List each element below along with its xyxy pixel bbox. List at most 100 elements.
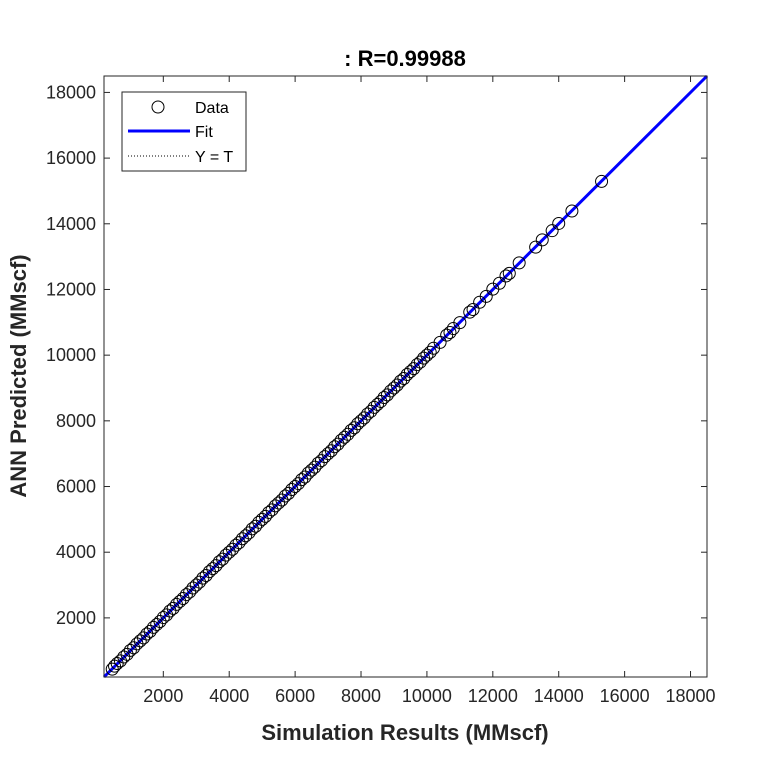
data-point [420, 348, 434, 362]
data-point [113, 654, 127, 668]
data-point [466, 303, 480, 317]
data-point [196, 571, 210, 585]
data-point [212, 555, 226, 569]
data-point [413, 355, 427, 369]
data-point [229, 538, 243, 552]
data-point [176, 592, 190, 606]
data-point [324, 444, 338, 458]
data-point [163, 604, 177, 618]
data-point [453, 316, 467, 330]
data-point [110, 657, 124, 671]
data-point [258, 509, 272, 523]
data-point [239, 529, 253, 543]
data-point [565, 204, 579, 218]
data-point [166, 601, 180, 615]
data-point [226, 542, 240, 556]
data-point [262, 505, 276, 519]
data-point [291, 477, 305, 491]
y-tick-label: 14000 [46, 214, 96, 234]
data-point [282, 486, 296, 500]
data-point [232, 536, 246, 550]
data-point [193, 575, 207, 589]
data-point [380, 388, 394, 402]
data-point [120, 647, 134, 661]
x-axis-label: Simulation Results (MMscf) [261, 720, 548, 745]
data-point [245, 522, 259, 536]
data-markers [105, 174, 609, 676]
data-point [156, 611, 170, 625]
data-point [153, 614, 167, 628]
data-point [390, 378, 404, 392]
data-point [502, 266, 516, 280]
data-point [595, 174, 609, 188]
data-point [331, 437, 345, 451]
data-point [492, 276, 506, 290]
data-point [242, 526, 256, 540]
data-point [314, 454, 328, 468]
data-point [140, 627, 154, 641]
y-tick-label: 8000 [56, 411, 96, 431]
data-point [305, 463, 319, 477]
data-point [278, 489, 292, 503]
y-axis-label: ANN Predicted (MMscf) [6, 254, 31, 497]
x-tick-label: 18000 [665, 686, 715, 706]
fit-layer [102, 74, 709, 679]
data-point [143, 624, 157, 638]
data-point [295, 473, 309, 487]
data-point [529, 240, 543, 254]
data-point [535, 233, 549, 247]
data-point [403, 365, 417, 379]
data-point [275, 493, 289, 507]
legend-data-label: Data [195, 100, 229, 117]
legend: Data Fit Y = T [121, 91, 247, 172]
y-tick-label: 18000 [46, 82, 96, 102]
data-point [344, 423, 358, 437]
x-axis-ticks: 2000 4000 6000 8000 10000 12000 14000 16000 1800… [143, 76, 716, 706]
x-tick-label: 4000 [209, 686, 249, 706]
data-point [173, 594, 187, 608]
data-point [423, 345, 437, 359]
x-tick-label: 10000 [402, 686, 452, 706]
data-point [370, 397, 384, 411]
y-tick-label: 2000 [56, 608, 96, 628]
data-point [189, 578, 203, 592]
data-point [179, 588, 193, 602]
data-point [463, 305, 477, 319]
data-point [311, 456, 325, 470]
data-point [272, 496, 286, 510]
data-point [338, 430, 352, 444]
y-tick-label: 10000 [46, 345, 96, 365]
data-point [206, 562, 220, 576]
data-point [545, 224, 559, 238]
data-point [387, 381, 401, 395]
data-point [397, 371, 411, 385]
data-point [222, 545, 236, 559]
data-point [216, 552, 230, 566]
data-point [479, 289, 493, 303]
fit-line [102, 74, 709, 679]
y-tick-label: 16000 [46, 148, 96, 168]
data-point [328, 440, 342, 454]
data-point [407, 362, 421, 376]
axes-box [103, 75, 708, 678]
data-point [552, 216, 566, 230]
data-point [354, 414, 368, 428]
data-point [321, 447, 335, 461]
legend-identity-label: Y = T [195, 149, 233, 166]
y-axis-ticks: 2000 4000 6000 8000 10000 12000 14000 16000 1800… [46, 82, 707, 628]
data-point [288, 480, 302, 494]
data-point [137, 631, 151, 645]
data-point [440, 328, 454, 342]
y-tick-label: 12000 [46, 279, 96, 299]
data-point [199, 569, 213, 583]
data-point [209, 559, 223, 573]
data-point [123, 643, 137, 657]
data-point [357, 411, 371, 425]
y-tick-label: 6000 [56, 477, 96, 497]
data-point [265, 503, 279, 517]
data-point [127, 641, 141, 655]
x-tick-label: 12000 [468, 686, 518, 706]
chart-title: : R=0.99988 [344, 46, 466, 71]
data-point [160, 608, 174, 622]
x-tick-label: 8000 [341, 686, 381, 706]
